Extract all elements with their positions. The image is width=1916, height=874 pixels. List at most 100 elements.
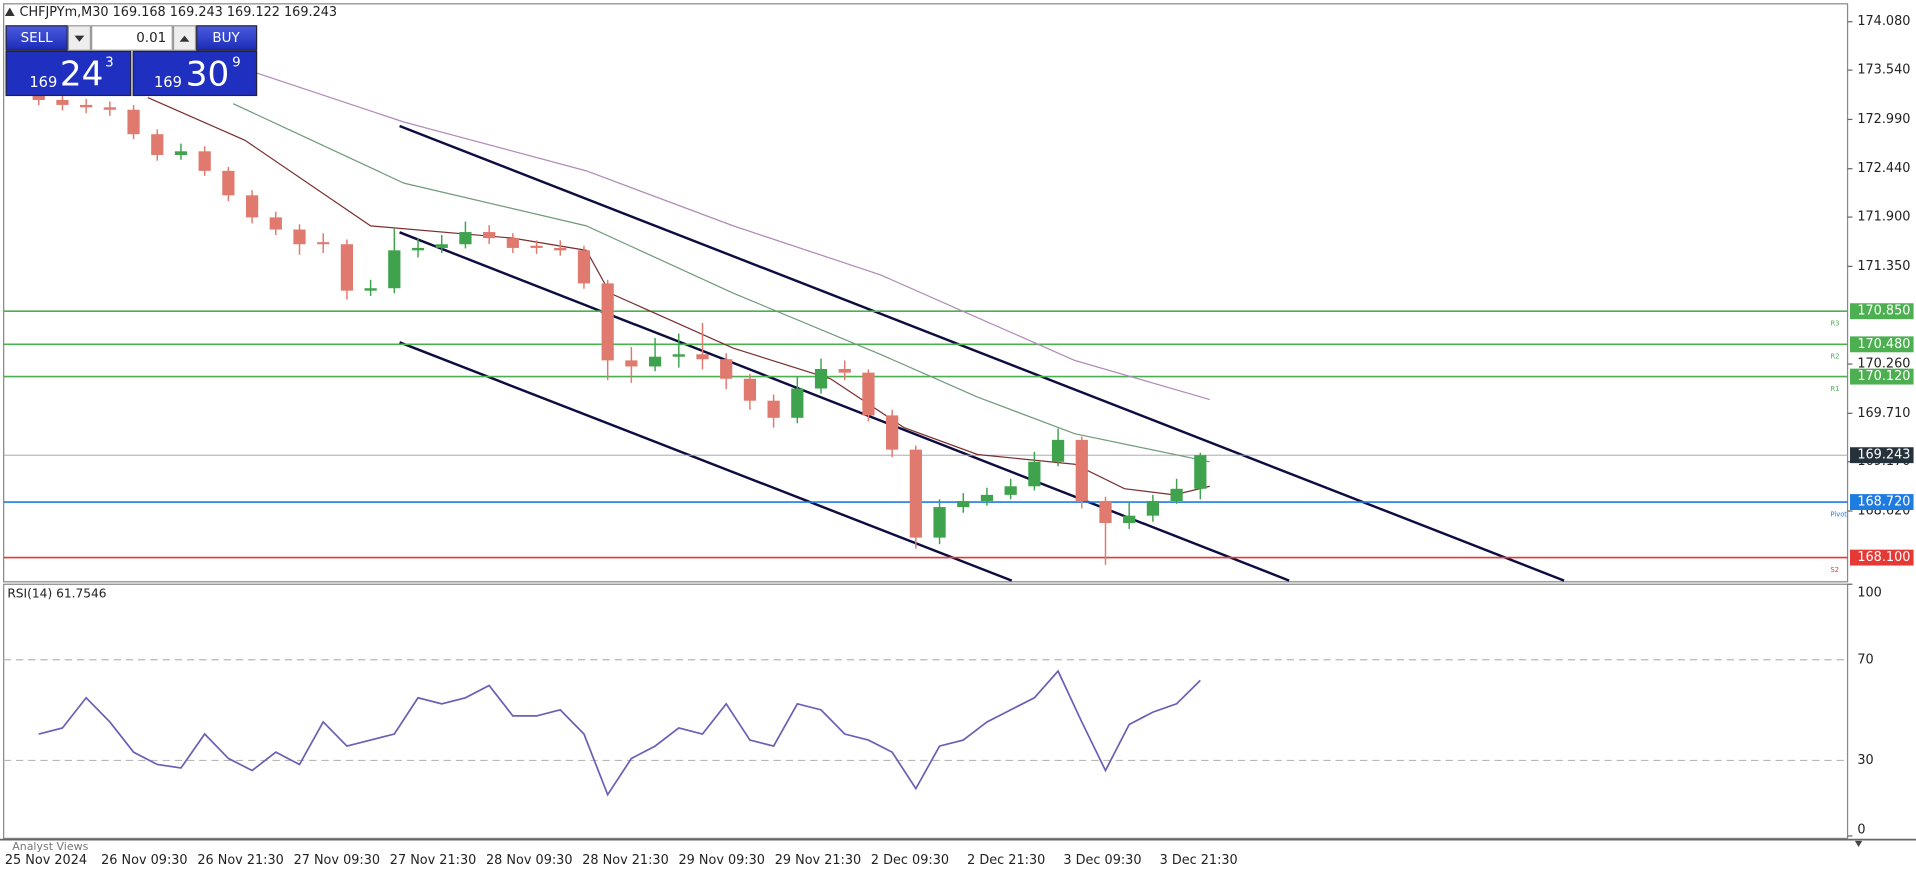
- y-tick-label: 100: [1857, 585, 1882, 600]
- candle-body: [1170, 488, 1183, 501]
- y-tick-label: 173.540: [1857, 63, 1910, 78]
- buy-label[interactable]: BUY: [212, 31, 240, 46]
- candle-body: [435, 244, 448, 248]
- level-name: R2: [1830, 353, 1839, 361]
- y-tick-label: 169.710: [1857, 406, 1910, 421]
- level-label: 168.100: [1857, 550, 1910, 565]
- candle-body: [1004, 486, 1017, 495]
- x-tick-label: 26 Nov 09:30: [101, 853, 187, 868]
- candle-body: [388, 250, 401, 289]
- level-tag: [1850, 336, 1914, 353]
- x-tick-label: 3 Dec 21:30: [1160, 853, 1238, 868]
- bid-big[interactable]: 169: [29, 74, 57, 91]
- x-tick-label: 3 Dec 09:30: [1063, 853, 1141, 868]
- x-tick-label: 28 Nov 21:30: [582, 853, 668, 868]
- level-name: Pivot: [1830, 510, 1847, 518]
- level-label: 170.480: [1857, 337, 1910, 352]
- candle-body: [886, 415, 899, 450]
- x-tick-label: 26 Nov 21:30: [197, 853, 283, 868]
- bid-fraction[interactable]: 3: [105, 55, 114, 70]
- ask-big[interactable]: 169: [154, 74, 182, 91]
- current-price-label: 169.243: [1857, 448, 1910, 463]
- bid-box[interactable]: [5, 50, 132, 97]
- candle-body: [340, 244, 354, 291]
- plot-layer: 174.080 173.540 172.990 172.440 171.900 171.3…: [3, 14, 1914, 868]
- candle-body: [293, 229, 306, 245]
- candle-body: [554, 247, 567, 251]
- candle-body: [364, 288, 377, 291]
- x-tick-label: 2 Dec 09:30: [871, 853, 949, 868]
- level-name: S2: [1830, 566, 1839, 574]
- y-tick-label: 171.350: [1857, 259, 1910, 274]
- trade-panel: SELL 0.01 BUY 169 24 3 169 30 9: [5, 25, 258, 97]
- level-label: 170.850: [1857, 304, 1910, 319]
- candle-body: [1146, 500, 1160, 516]
- candle-body: [483, 232, 496, 239]
- channel-upper: [399, 124, 1565, 582]
- tab-arrow[interactable]: [1854, 840, 1863, 847]
- candle-body: [862, 372, 875, 416]
- rsi-panel-frame: [3, 583, 1849, 840]
- y-tick-label: 70: [1857, 652, 1873, 667]
- level-tag: [1850, 368, 1914, 385]
- buy-button[interactable]: [196, 25, 258, 51]
- rsi-title: RSI(14) 61.7546: [7, 587, 106, 601]
- candle-body: [411, 247, 425, 251]
- level-tag: [1850, 303, 1914, 320]
- symbol-icon[interactable]: [4, 7, 15, 17]
- lot-input[interactable]: [91, 25, 173, 51]
- ask-box[interactable]: [132, 50, 258, 97]
- candle-body: [317, 242, 330, 245]
- candle-body: [601, 283, 614, 361]
- candle-body: [672, 354, 685, 357]
- candle-body: [269, 217, 282, 230]
- y-tick-label: 171.900: [1857, 210, 1910, 225]
- candle-body: [625, 360, 638, 367]
- current-price-tag: [1850, 447, 1914, 464]
- y-tick-label: 174.080: [1857, 14, 1910, 29]
- bid-pips[interactable]: 24: [60, 54, 104, 94]
- price-panel-frame: [3, 3, 1849, 583]
- symbol-header: CHFJPYm,M30 169.168 169.243 169.122 169.…: [20, 5, 338, 20]
- candle-body: [222, 170, 235, 196]
- y-tick-label: 172.440: [1857, 161, 1910, 176]
- candle-body: [980, 494, 994, 501]
- candle-body: [814, 368, 828, 389]
- candle-body: [767, 400, 780, 418]
- candle-body: [151, 134, 164, 155]
- candle-body: [103, 107, 116, 110]
- channel-lines: [399, 124, 1565, 582]
- x-tick-label: 2 Dec 21:30: [967, 853, 1045, 868]
- candle-body: [648, 356, 662, 367]
- x-tick-label: 25 Nov 2024: [5, 853, 87, 868]
- y-tick-label: 172.990: [1857, 112, 1910, 127]
- candle-body: [1051, 439, 1065, 462]
- candle-body: [1123, 515, 1136, 524]
- candle-body: [838, 368, 851, 373]
- sell-button[interactable]: [5, 25, 68, 51]
- ask-pips[interactable]: 30: [186, 54, 230, 94]
- sell-label[interactable]: SELL: [21, 31, 54, 46]
- y-tick-label: 30: [1857, 753, 1873, 768]
- candle-body: [957, 500, 970, 508]
- candle-body: [198, 151, 211, 171]
- level-name: R1: [1830, 385, 1839, 393]
- candle-body: [1099, 500, 1112, 524]
- candle-body: [174, 151, 188, 155]
- lot-decrease-arrow[interactable]: [74, 35, 85, 42]
- lot-value[interactable]: 0.01: [136, 31, 166, 46]
- candle-body: [1028, 461, 1041, 487]
- analyst-views-tab[interactable]: Analyst Views: [12, 840, 88, 853]
- candle-body: [506, 238, 519, 248]
- candle-body: [577, 250, 591, 284]
- moving-average: [147, 96, 1210, 496]
- x-tick-label: 27 Nov 21:30: [390, 853, 476, 868]
- lot-increase-arrow[interactable]: [179, 35, 190, 42]
- moving-average: [232, 103, 1210, 463]
- level-label: 168.720: [1857, 495, 1910, 510]
- level-tag: [1850, 549, 1914, 566]
- candle-body: [459, 232, 472, 245]
- channel-lower: [399, 341, 1013, 582]
- ask-fraction[interactable]: 9: [232, 55, 241, 70]
- candle-body: [56, 99, 69, 105]
